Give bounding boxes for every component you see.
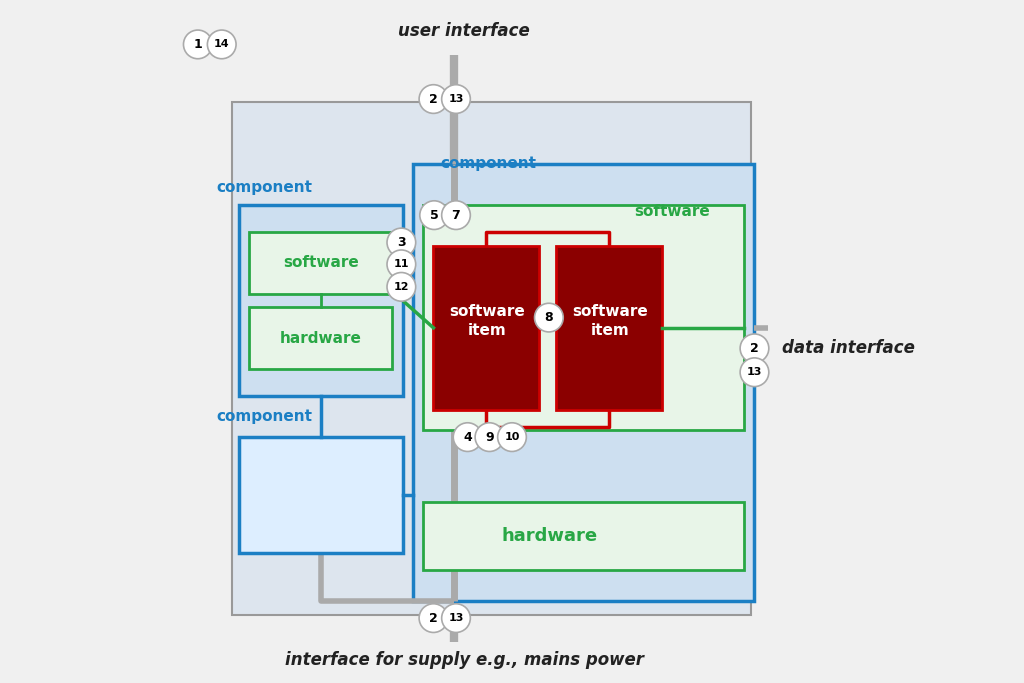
Bar — [232, 102, 751, 615]
Circle shape — [498, 423, 526, 451]
Bar — [433, 246, 540, 410]
Text: 4: 4 — [463, 430, 472, 444]
Text: 1: 1 — [194, 38, 202, 51]
Circle shape — [387, 250, 416, 279]
Circle shape — [441, 85, 470, 113]
Text: 2: 2 — [751, 342, 759, 355]
Circle shape — [208, 30, 237, 59]
Text: 13: 13 — [449, 94, 464, 104]
Bar — [239, 205, 402, 396]
Text: hardware: hardware — [280, 331, 361, 346]
Text: hardware: hardware — [502, 527, 598, 545]
Bar — [239, 437, 402, 553]
Circle shape — [535, 303, 563, 332]
Circle shape — [441, 201, 470, 229]
Bar — [423, 502, 744, 570]
Text: software: software — [283, 255, 358, 270]
Text: 5: 5 — [430, 208, 438, 222]
Text: component: component — [216, 180, 312, 195]
Text: 10: 10 — [504, 432, 520, 442]
Text: 13: 13 — [746, 367, 762, 377]
Text: 11: 11 — [393, 260, 410, 269]
Text: component: component — [216, 409, 312, 424]
Bar — [423, 205, 744, 430]
Text: data interface: data interface — [781, 339, 914, 357]
Circle shape — [740, 358, 769, 387]
Circle shape — [419, 604, 447, 632]
Text: 2: 2 — [429, 92, 438, 106]
Circle shape — [441, 604, 470, 632]
Circle shape — [419, 85, 447, 113]
Circle shape — [387, 273, 416, 301]
Bar — [556, 246, 663, 410]
Text: software
item: software item — [449, 304, 524, 338]
Circle shape — [420, 201, 449, 229]
Text: 8: 8 — [545, 311, 553, 324]
Circle shape — [387, 228, 416, 257]
Text: 13: 13 — [449, 613, 464, 623]
Text: software: software — [634, 204, 710, 219]
Text: 2: 2 — [429, 611, 438, 625]
Text: user interface: user interface — [398, 22, 530, 40]
Text: software
item: software item — [571, 304, 647, 338]
Text: 3: 3 — [397, 236, 406, 249]
Bar — [249, 307, 392, 369]
Bar — [413, 164, 755, 601]
Text: interface for supply e.g., mains power: interface for supply e.g., mains power — [285, 652, 644, 669]
Text: 12: 12 — [393, 282, 410, 292]
Text: 9: 9 — [485, 430, 494, 444]
Text: 7: 7 — [452, 208, 461, 222]
Circle shape — [183, 30, 212, 59]
Circle shape — [454, 423, 482, 451]
Text: component: component — [440, 156, 537, 171]
Text: 14: 14 — [214, 40, 229, 49]
Bar — [249, 232, 392, 294]
Circle shape — [475, 423, 504, 451]
Circle shape — [740, 334, 769, 363]
